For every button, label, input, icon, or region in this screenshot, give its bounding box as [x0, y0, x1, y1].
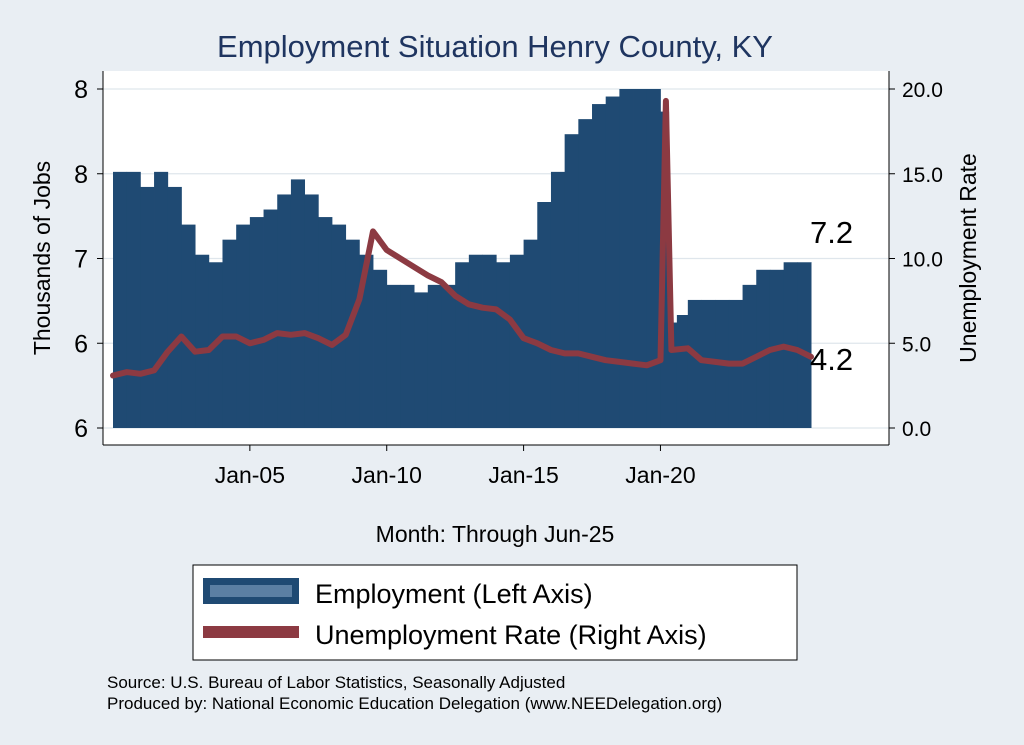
employment-bar	[668, 322, 678, 428]
chart-title: Employment Situation Henry County, KY	[217, 29, 773, 64]
employment-bar	[742, 284, 757, 428]
x-tick-label: Jan-10	[352, 462, 422, 488]
employment-bar	[509, 254, 524, 428]
employment-bar	[676, 315, 689, 428]
x-tick-label: Jan-20	[625, 462, 695, 488]
employment-bar	[167, 186, 182, 428]
right-tick-label: 15.0	[902, 164, 943, 187]
employment-bar	[441, 284, 456, 428]
employment-bar	[290, 179, 306, 428]
right-tick-label: 10.0	[902, 249, 943, 272]
left-tick-label: 7	[74, 246, 88, 274]
employment-bar	[811, 262, 812, 428]
employment-bar	[619, 89, 634, 428]
employment-bar	[537, 202, 552, 428]
legend: Employment (Left Axis) Unemployment Rate…	[192, 564, 798, 661]
legend-employment-label: Employment (Left Axis)	[315, 579, 593, 609]
employment-bar	[756, 269, 771, 428]
employment-bar	[482, 254, 497, 428]
right-tick-label: 20.0	[902, 79, 943, 102]
left-tick-label: 6	[74, 330, 88, 358]
employment-bar	[277, 194, 292, 428]
employment-bar	[646, 89, 661, 428]
source-note: Source: U.S. Bureau of Labor Statistics,…	[107, 673, 565, 692]
employment-bar	[523, 239, 538, 428]
employment-bar	[304, 194, 319, 428]
producer-note: Produced by: National Economic Education…	[107, 694, 722, 713]
employment-bar	[797, 262, 812, 428]
legend-employment-swatch-inner	[210, 585, 292, 597]
left-axis-title: Thousands of Jobs	[29, 161, 55, 355]
employment-bar	[181, 224, 196, 428]
employment-bar	[564, 134, 579, 428]
employment-bar	[249, 217, 264, 428]
employment-bar	[126, 171, 141, 428]
x-axis-ticks: Jan-05 Jan-10 Jan-15 Jan-20	[215, 445, 696, 488]
employment-bar	[783, 262, 798, 428]
employment-bar	[468, 254, 483, 428]
unemployment-line	[110, 97, 814, 379]
employment-bar	[386, 284, 401, 428]
employment-bar	[140, 186, 155, 428]
left-tick-label: 6	[74, 415, 88, 443]
x-tick-label: Jan-15	[488, 462, 558, 488]
right-tick-label: 5.0	[902, 333, 931, 356]
employment-bar	[331, 224, 347, 428]
unemployment-end-label: 4.2	[810, 342, 853, 377]
employment-bar	[263, 209, 278, 428]
employment-end-label: 7.2	[810, 215, 853, 250]
x-tick-label: Jan-05	[215, 462, 285, 488]
employment-bar	[345, 239, 360, 428]
left-axis-ticks: 6 6 7 8 8	[74, 76, 103, 443]
employment-bar	[592, 104, 607, 429]
x-axis-title: Month: Through Jun-25	[376, 521, 615, 547]
employment-bar	[359, 254, 374, 428]
legend-unemployment-swatch	[203, 626, 299, 638]
employment-bar	[113, 171, 128, 428]
left-tick-label: 8	[74, 76, 88, 104]
employment-bar	[633, 89, 648, 428]
employment-bar	[373, 269, 388, 428]
employment-bar	[578, 119, 593, 428]
right-axis-title: Unemployment Rate	[955, 153, 981, 363]
employment-bars	[113, 89, 812, 429]
employment-bar	[455, 262, 470, 428]
employment-bar	[550, 171, 566, 428]
employment-bar	[605, 96, 620, 429]
employment-bar	[236, 224, 251, 428]
right-axis-ticks: 0.0 5.0 10.0 15.0 20.0	[889, 79, 943, 441]
employment-bar	[496, 262, 511, 428]
employment-bar	[154, 171, 169, 428]
employment-bar	[427, 284, 442, 428]
employment-bar	[414, 292, 429, 428]
employment-bar	[400, 284, 415, 428]
left-tick-label: 8	[74, 161, 88, 189]
employment-bar	[318, 217, 333, 428]
unemployment-line-group	[110, 97, 814, 379]
right-tick-label: 0.0	[902, 418, 931, 441]
legend-unemployment-label: Unemployment Rate (Right Axis)	[315, 620, 707, 650]
employment-bar	[687, 299, 702, 428]
employment-bar	[195, 254, 210, 428]
